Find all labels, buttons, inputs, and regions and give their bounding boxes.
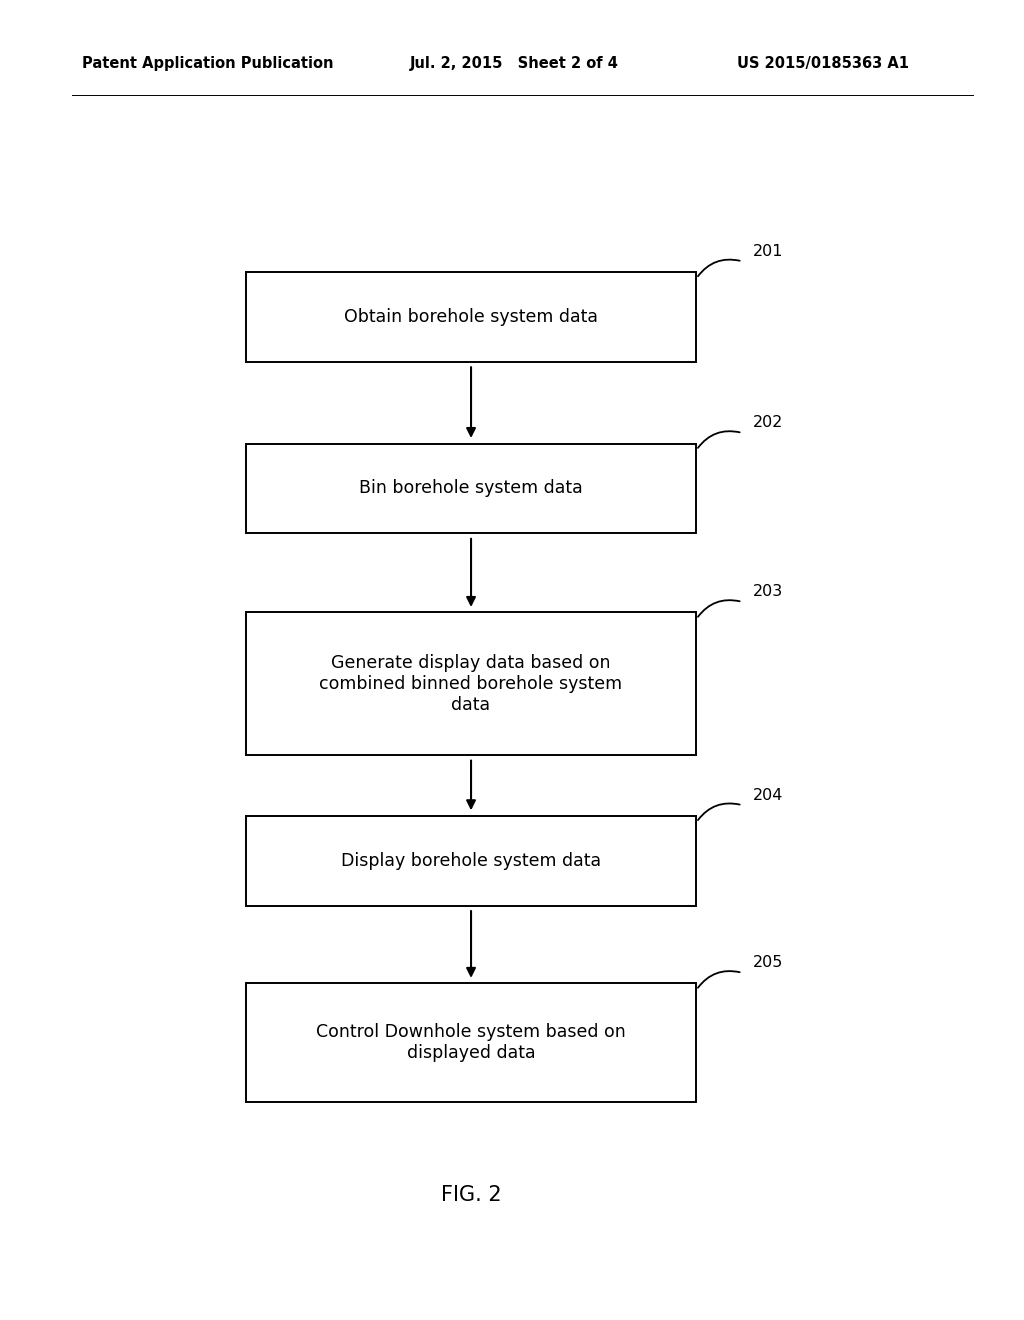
Text: Jul. 2, 2015   Sheet 2 of 4: Jul. 2, 2015 Sheet 2 of 4 (410, 55, 618, 71)
Text: 203: 203 (753, 585, 783, 599)
FancyBboxPatch shape (246, 612, 696, 755)
Text: Patent Application Publication: Patent Application Publication (82, 55, 334, 71)
FancyBboxPatch shape (246, 444, 696, 533)
Text: 201: 201 (753, 244, 783, 259)
Text: Bin borehole system data: Bin borehole system data (359, 479, 583, 498)
Text: Generate display data based on
combined binned borehole system
data: Generate display data based on combined … (319, 653, 623, 714)
FancyBboxPatch shape (246, 983, 696, 1102)
Text: 205: 205 (753, 956, 783, 970)
Text: Control Downhole system based on
displayed data: Control Downhole system based on display… (316, 1023, 626, 1063)
Text: Display borehole system data: Display borehole system data (341, 851, 601, 870)
Text: 202: 202 (753, 416, 783, 430)
Text: US 2015/0185363 A1: US 2015/0185363 A1 (737, 55, 909, 71)
Text: FIG. 2: FIG. 2 (440, 1184, 502, 1205)
FancyBboxPatch shape (246, 816, 696, 906)
FancyBboxPatch shape (246, 272, 696, 362)
Text: 204: 204 (753, 788, 783, 803)
Text: Obtain borehole system data: Obtain borehole system data (344, 308, 598, 326)
